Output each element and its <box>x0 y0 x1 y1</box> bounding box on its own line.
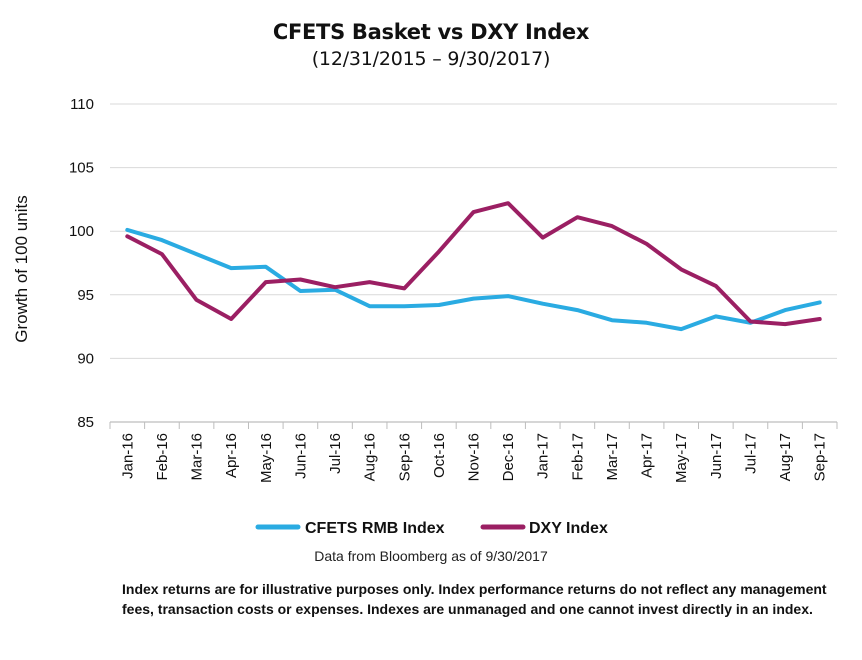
legend-label: DXY Index <box>529 520 608 537</box>
series-line-dxy <box>125 201 822 327</box>
x-tick-label: Jul-17 <box>742 433 759 474</box>
legend: CFETS RMB Index DXY Index <box>255 520 608 537</box>
x-tick-label: Sep-16 <box>396 433 413 481</box>
x-tick-label: Jan-16 <box>119 433 136 479</box>
legend-label: CFETS RMB Index <box>305 520 445 537</box>
x-tick-label: Oct-16 <box>431 433 448 478</box>
disclaimer-text: Index returns are for illustrative purpo… <box>122 581 827 617</box>
x-tick-label: May-17 <box>673 433 690 483</box>
series-line-cfets <box>125 227 822 332</box>
y-tick-label: 100 <box>69 223 94 240</box>
x-tick-label: Apr-17 <box>639 433 656 478</box>
y-tick-label: 105 <box>69 160 94 177</box>
x-tick-label: Aug-17 <box>777 433 794 481</box>
line-chart: 85 90 95 100 105 110 Jan-16 Feb-16 Mar-16 Apr-16 M… <box>12 96 838 537</box>
x-tick-label: Feb-16 <box>154 433 171 481</box>
gridlines <box>110 103 837 359</box>
series-lines <box>125 201 822 332</box>
y-tick-label: 90 <box>77 350 94 367</box>
y-axis-label: Growth of 100 units <box>12 195 31 342</box>
x-tick-label: Mar-17 <box>604 433 621 481</box>
x-tick-label: Apr-16 <box>223 433 240 478</box>
data-source-note: Data from Bloomberg as of 9/30/2017 <box>314 548 548 564</box>
axes: 85 90 95 100 105 110 Jan-16 Feb-16 Mar-16 Apr-16 M… <box>12 96 838 483</box>
x-tick-label: May-16 <box>258 433 275 483</box>
y-tick-label: 95 <box>77 287 94 304</box>
x-tick-label: Dec-16 <box>500 433 517 481</box>
x-tick-label: Jun-16 <box>292 433 309 479</box>
x-tick-label: Mar-16 <box>189 433 206 481</box>
x-tick-label: Sep-17 <box>812 433 829 481</box>
x-tick-label: Jan-17 <box>535 433 552 479</box>
x-tick-label: Nov-16 <box>466 433 483 481</box>
chart-subtitle: (12/31/2015 – 9/30/2017) <box>311 48 551 70</box>
y-tick-label: 110 <box>70 96 94 113</box>
x-tick-label: Jul-16 <box>327 433 344 474</box>
chart-title: CFETS Basket vs DXY Index <box>272 20 590 44</box>
x-tick-label: Aug-16 <box>362 433 379 481</box>
y-tick-label: 85 <box>77 414 94 431</box>
x-tick-label: Jun-17 <box>708 433 725 479</box>
x-tick-label: Feb-17 <box>569 433 586 481</box>
